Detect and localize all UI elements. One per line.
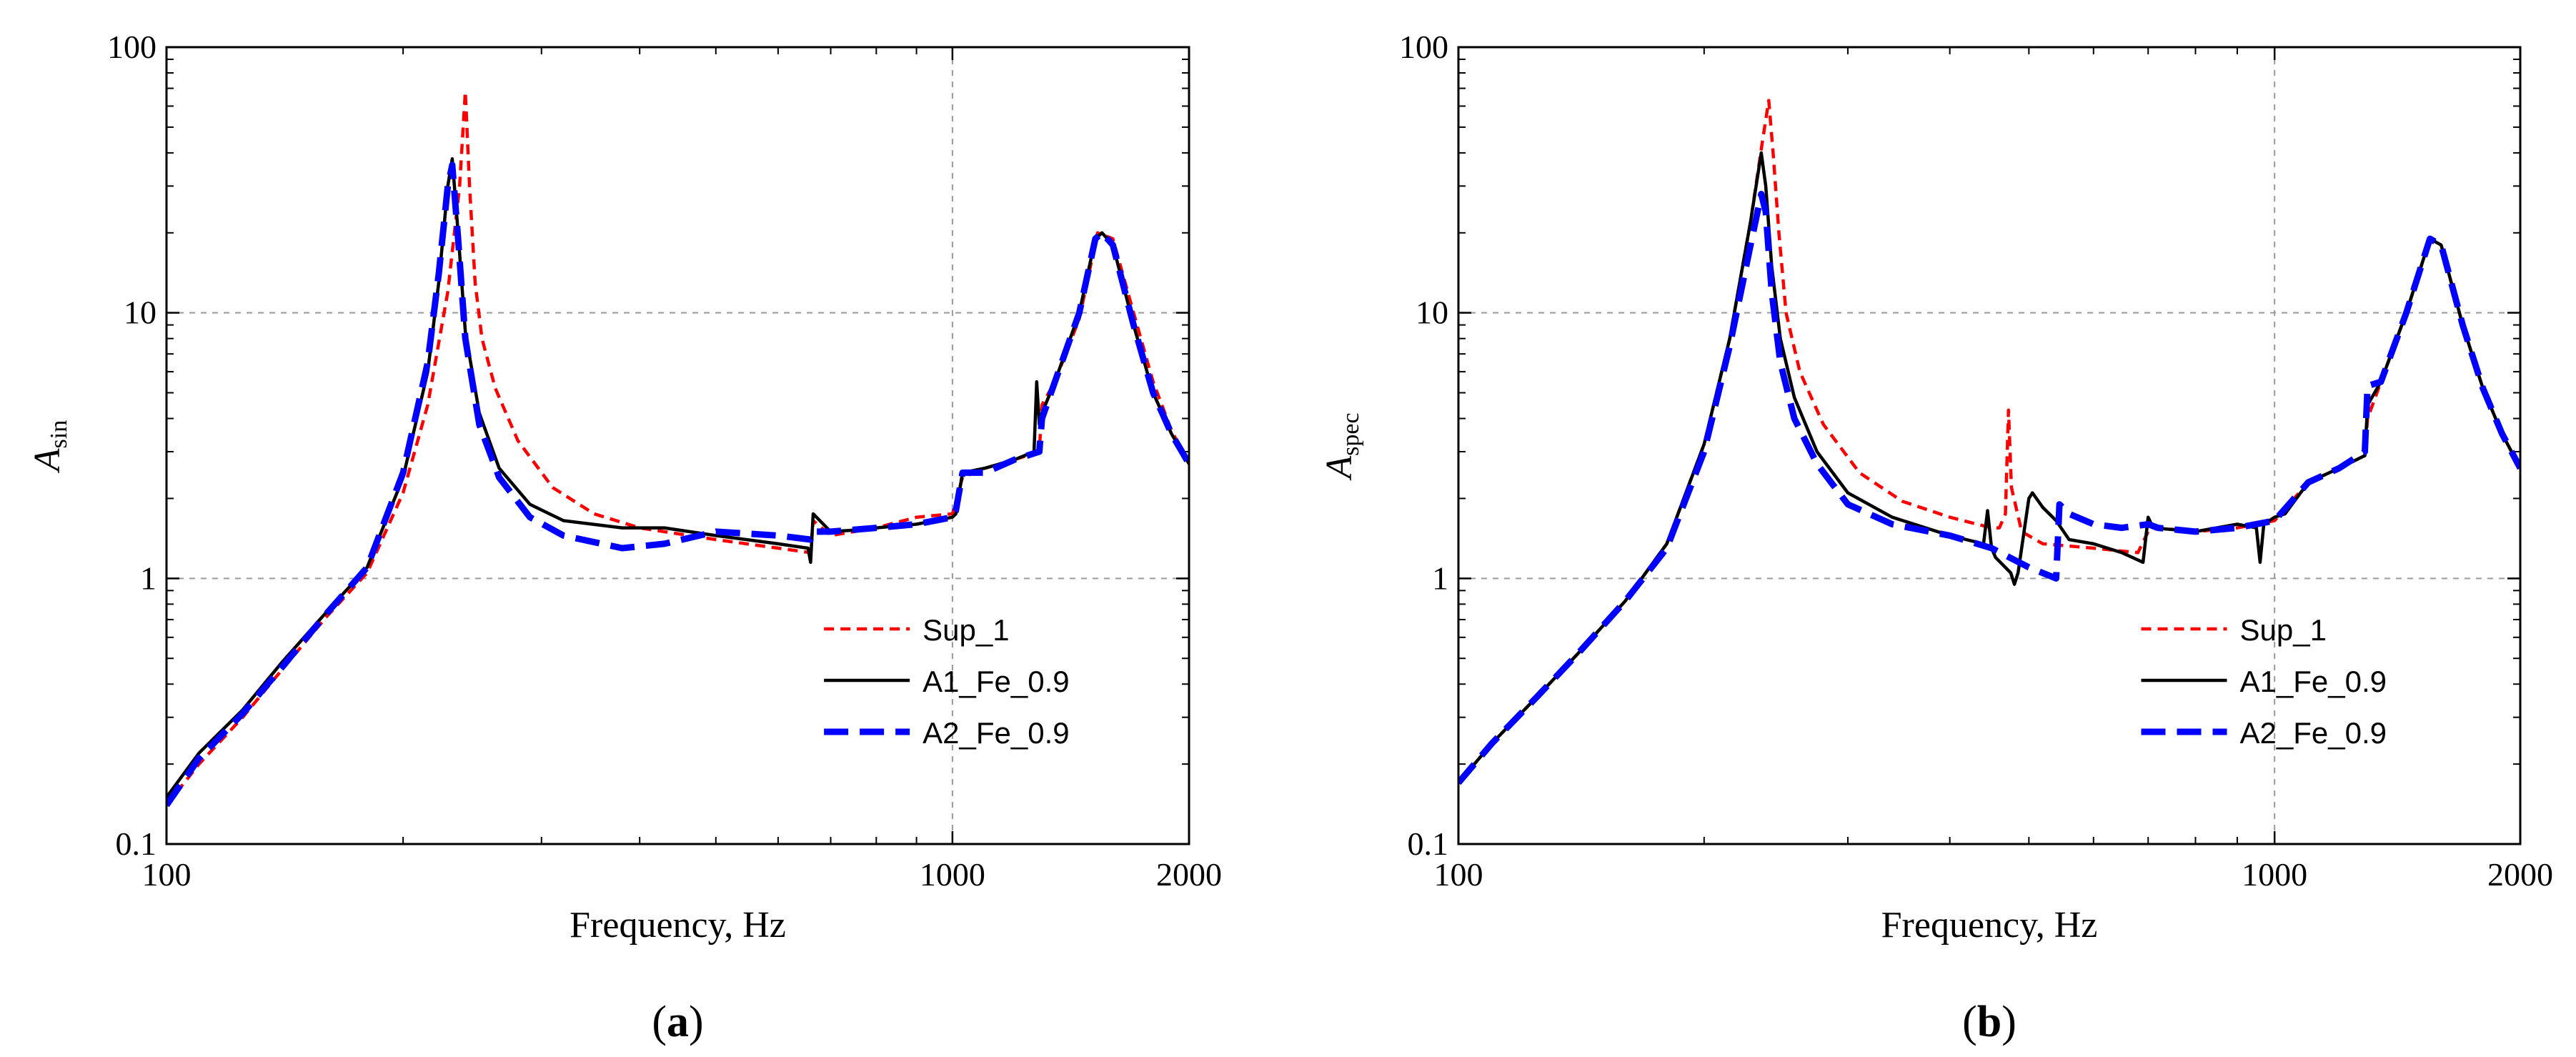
- panel-label-letter: b: [1977, 998, 2001, 1046]
- x-tick-label: 100: [142, 856, 192, 893]
- x-tick-label: 1000: [920, 856, 985, 893]
- y-tick-label: 0.1: [1408, 825, 1449, 862]
- panel-label-letter: a: [667, 998, 689, 1046]
- y-tick-label: 1: [140, 560, 156, 596]
- y-tick-label: 100: [1399, 29, 1448, 65]
- series-line-a2-fe-0-9: [1458, 191, 2520, 785]
- plot-frame: [1457, 46, 2522, 845]
- panel-label: (b): [1962, 998, 2016, 1046]
- y-tick-label: 10: [1416, 294, 1448, 331]
- y-axis-label: Asin: [27, 420, 72, 473]
- panel-label: (a): [652, 998, 703, 1046]
- x-tick-label: 2000: [2487, 856, 2553, 893]
- panel-label-open: (: [1962, 998, 1977, 1046]
- x-tick-label: 2000: [1156, 856, 1222, 893]
- chart-panel-b: 0.1 1 10 100 100 1000 2000 Sup_1 A1_Fe_0.9 A2_Fe_…: [1319, 29, 2553, 1046]
- legend-label: A2_Fe_0.9: [2239, 716, 2387, 750]
- y-tick-label: 1: [1432, 560, 1448, 596]
- x-axis-label: Frequency, Hz: [570, 905, 786, 946]
- series-group: [1458, 99, 2520, 785]
- chart-panel-a: 0.1 1 10 100 100 1000 2000 Sup_1 A1_Fe_0.9 A2_Fe_…: [27, 29, 1222, 1046]
- legend-label: A1_Fe_0.9: [923, 665, 1070, 698]
- panel-label-close: ): [689, 998, 704, 1046]
- legend-label: Sup_1: [923, 613, 1009, 647]
- y-axis-label-main: A: [1319, 456, 1360, 481]
- x-tick-label: 1000: [2242, 856, 2307, 893]
- y-tick-label: 100: [107, 29, 156, 65]
- y-tick-label: 0.1: [116, 825, 157, 862]
- series-group: [166, 90, 1189, 808]
- y-tick-label: 10: [124, 294, 156, 331]
- panel-label-close: ): [2001, 998, 2016, 1046]
- legend-label: A2_Fe_0.9: [923, 716, 1070, 750]
- series-line-a1-fe-0-9: [166, 157, 1189, 798]
- legend-label: A1_Fe_0.9: [2239, 665, 2387, 698]
- series-line-a2-fe-0-9: [166, 162, 1189, 808]
- x-tick-label: 100: [1434, 856, 1483, 893]
- legend-label: Sup_1: [2239, 613, 2326, 647]
- y-axis-label-subscript: sin: [46, 420, 72, 449]
- y-axis-label: Aspec: [1319, 412, 1364, 480]
- series-line-sup-1: [1458, 99, 2520, 784]
- x-axis-label: Frequency, Hz: [1881, 905, 2098, 946]
- y-axis-label-main: A: [27, 448, 68, 473]
- plot-frame: [165, 46, 1190, 845]
- panel-label-open: (: [652, 998, 667, 1046]
- y-axis-label-subscript: spec: [1338, 412, 1364, 455]
